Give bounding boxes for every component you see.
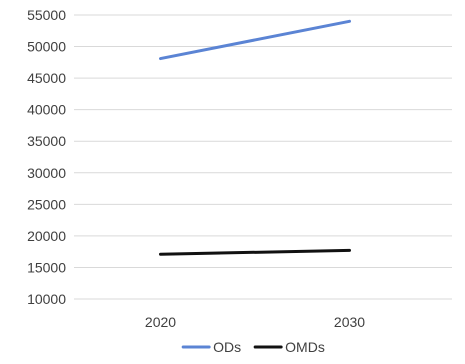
y-axis-tick-labels: 10000 15000 20000 25000 30000 35000 40000 45000…	[27, 7, 66, 307]
y-tick-label: 10000	[27, 291, 66, 307]
x-tick-label: 2030	[334, 314, 365, 330]
legend: ODs OMDs	[181, 339, 325, 355]
gridlines	[74, 14, 452, 300]
series-line-omds	[159, 248, 351, 256]
legend-label: ODs	[213, 339, 241, 355]
y-tick-label: 20000	[27, 228, 66, 244]
y-tick-label: 35000	[27, 133, 66, 149]
y-tick-label: 25000	[27, 196, 66, 212]
y-tick-label: 15000	[27, 259, 66, 275]
y-tick-label: 55000	[27, 7, 66, 23]
series-lines	[159, 19, 351, 256]
y-tick-label: 45000	[27, 70, 66, 86]
legend-label: OMDs	[285, 339, 325, 355]
x-tick-label: 2020	[145, 314, 176, 330]
x-axis-tick-labels: 2020 2030	[145, 314, 365, 330]
legend-item-ods: ODs	[181, 339, 241, 355]
series-line-ods	[159, 19, 351, 61]
y-tick-label: 40000	[27, 102, 66, 118]
y-tick-label: 50000	[27, 39, 66, 55]
legend-item-omds: OMDs	[253, 339, 325, 355]
y-tick-label: 30000	[27, 165, 66, 181]
